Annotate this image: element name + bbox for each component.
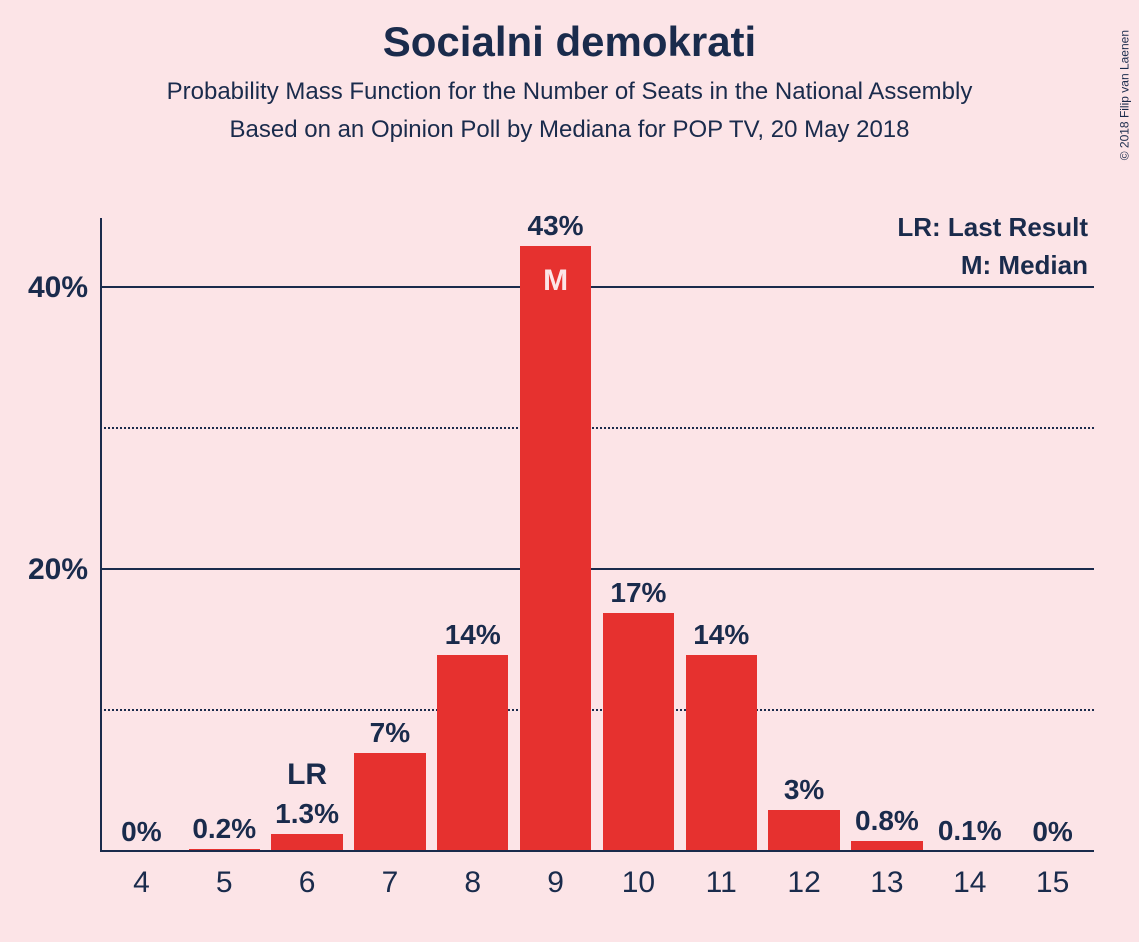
bar-value-label: 43% xyxy=(528,210,584,242)
x-tick-label: 4 xyxy=(133,866,150,900)
bar-value-label: 3% xyxy=(784,774,824,806)
x-axis xyxy=(100,850,1094,852)
bar: 3% xyxy=(768,810,839,852)
bar-value-label: 0% xyxy=(121,816,161,848)
bar-value-label: 0.1% xyxy=(938,815,1002,847)
gridline-minor xyxy=(100,427,1094,429)
x-tick-label: 9 xyxy=(547,866,564,900)
legend-last-result: LR: Last Result xyxy=(897,212,1088,243)
x-tick-label: 13 xyxy=(870,866,903,900)
annotation-last-result: LR xyxy=(287,758,327,792)
x-tick-label: 10 xyxy=(622,866,655,900)
bar: 7% xyxy=(354,753,425,852)
bar: 43%M xyxy=(520,246,591,852)
gridline-major xyxy=(100,286,1094,288)
chart-plot-area: 0%0.2%1.3%LR7%14%43%M17%14%3%0.8%0.1%0% … xyxy=(100,218,1094,852)
x-tick-label: 5 xyxy=(216,866,233,900)
y-tick-label: 40% xyxy=(28,271,88,305)
bar: 17% xyxy=(603,613,674,853)
bar-value-label: 0.8% xyxy=(855,805,919,837)
bar-value-label: 0% xyxy=(1032,816,1072,848)
copyright-text: © 2018 Filip van Laenen xyxy=(1117,30,1131,160)
chart-subtitle-1: Probability Mass Function for the Number… xyxy=(0,78,1139,106)
chart-title: Socialni demokrati xyxy=(0,18,1139,66)
bar: 14% xyxy=(437,655,508,852)
x-tick-label: 14 xyxy=(953,866,986,900)
y-axis xyxy=(100,218,102,852)
bar-value-label: 17% xyxy=(610,577,666,609)
x-tick-label: 12 xyxy=(787,866,820,900)
bar-value-label: 1.3% xyxy=(275,798,339,830)
gridline-minor xyxy=(100,709,1094,711)
gridline-major xyxy=(100,568,1094,570)
chart-subtitle-2: Based on an Opinion Poll by Mediana for … xyxy=(0,116,1139,144)
y-tick-label: 20% xyxy=(28,553,88,587)
x-tick-label: 6 xyxy=(299,866,316,900)
annotation-median: M xyxy=(543,264,568,298)
bar-value-label: 14% xyxy=(445,619,501,651)
x-tick-label: 8 xyxy=(464,866,481,900)
x-tick-label: 7 xyxy=(382,866,399,900)
bar-value-label: 14% xyxy=(693,619,749,651)
bar-value-label: 7% xyxy=(370,717,410,749)
bar: 14% xyxy=(686,655,757,852)
x-tick-label: 11 xyxy=(706,866,737,900)
legend-median: M: Median xyxy=(961,250,1088,281)
x-tick-label: 15 xyxy=(1036,866,1069,900)
bar-value-label: 0.2% xyxy=(192,813,256,845)
